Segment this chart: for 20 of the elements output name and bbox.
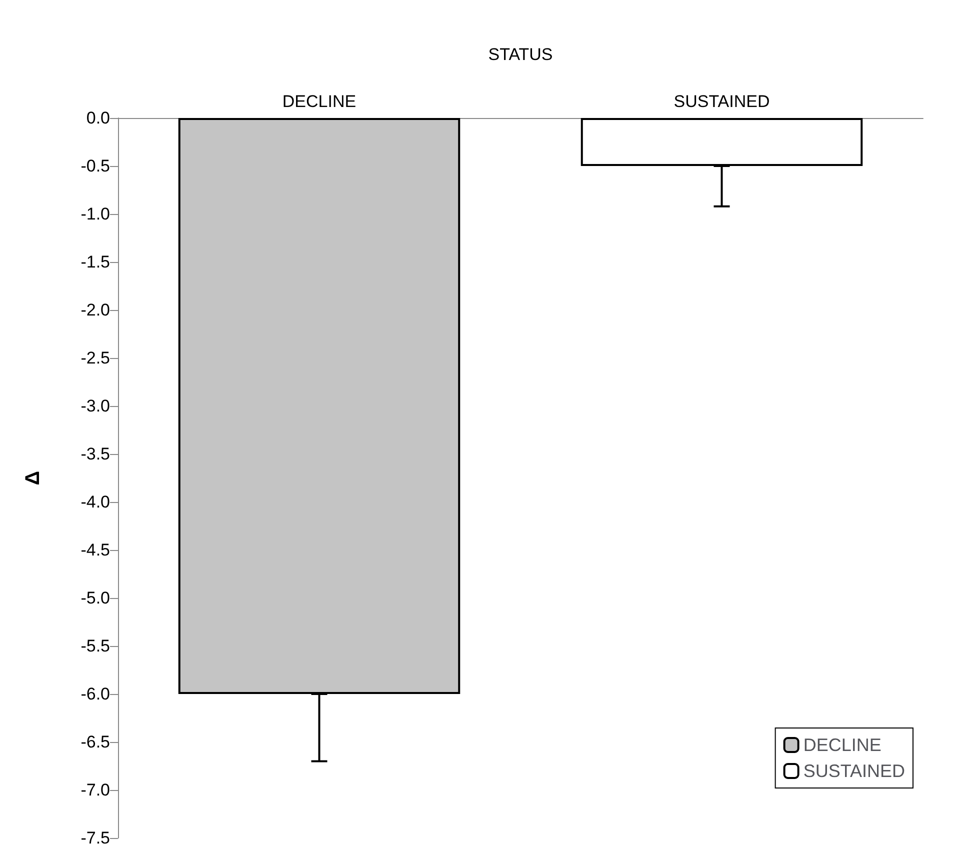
y-tick-label: -7.0	[80, 780, 110, 800]
y-axis-title: Δ	[22, 470, 44, 486]
y-tick-label: -2.5	[80, 348, 110, 368]
x-axis-title: STATUS	[488, 45, 553, 64]
y-tick-label: -6.0	[80, 684, 110, 704]
y-tick-label: -4.5	[80, 540, 110, 560]
y-tick-label: -3.0	[80, 396, 110, 416]
y-tick-label: -5.5	[80, 636, 110, 656]
y-tick-label: -1.0	[80, 204, 110, 224]
legend-label: DECLINE	[803, 735, 882, 755]
y-tick-label: -6.5	[80, 732, 110, 752]
y-tick-label: -3.5	[80, 444, 110, 464]
y-tick-label: -1.5	[80, 252, 110, 272]
y-tick-label: -2.0	[80, 300, 110, 320]
legend-label: SUSTAINED	[803, 761, 906, 781]
y-tick-label: -4.0	[80, 492, 110, 512]
y-tick-label: -5.0	[80, 588, 110, 608]
y-tick-label: 0.0	[86, 108, 110, 128]
y-tick-label: -0.5	[80, 156, 110, 176]
y-tick-label: -7.5	[80, 828, 110, 848]
